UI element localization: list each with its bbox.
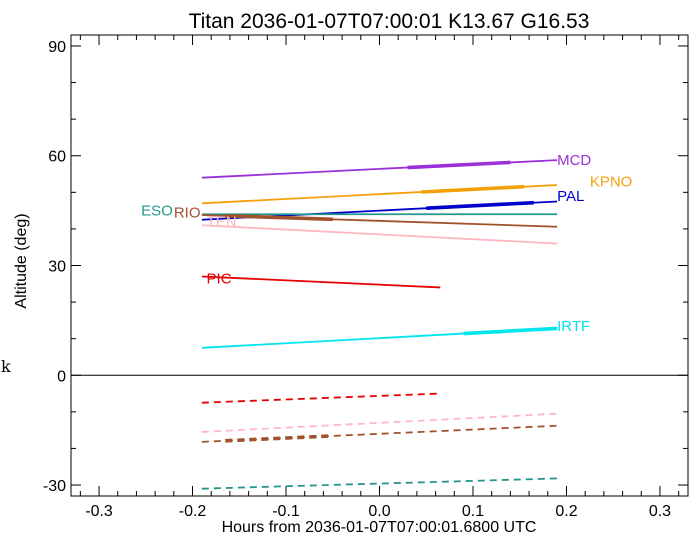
pic-line <box>201 275 441 289</box>
series-label-rio: RIO <box>174 204 201 221</box>
x-tick-label: -0.2 <box>179 503 207 520</box>
series-label-pic: PIC <box>207 270 232 287</box>
stray-text: k <box>1 357 11 376</box>
axis-ticks <box>71 35 688 496</box>
plot-frame <box>70 34 689 497</box>
ten-line <box>201 224 558 245</box>
y-tick-label: 0 <box>57 368 66 385</box>
series-label-pal: PAL <box>557 188 584 205</box>
x-tick-label: -0.3 <box>85 503 113 520</box>
y-tick-labels: -30 0 30 60 90 <box>43 39 66 495</box>
x-axis-label: Hours from 2036-01-07T07:00:01.6800 UTC <box>222 519 537 536</box>
y-tick-label: 60 <box>48 149 66 166</box>
x-tick-labels: -0.3 -0.2 -0.1 0.0 0.1 0.2 0.3 <box>85 503 671 520</box>
below-horizon-dashed-line <box>201 412 558 433</box>
series-label-irtf: IRTF <box>557 318 590 335</box>
series-label-mcd: MCD <box>557 152 591 169</box>
irtf-highlight <box>463 326 558 336</box>
chart-title: Titan 2036-01-07T07:00:01 K13.67 G16.53 <box>189 10 590 33</box>
x-tick-label: 0.0 <box>368 503 390 520</box>
y-tick-label: -30 <box>43 478 66 495</box>
y-tick-label: 30 <box>48 259 66 276</box>
series-label-kpno: KPNO <box>590 173 633 190</box>
x-tick-label: 0.3 <box>649 503 671 520</box>
x-tick-label: 0.2 <box>555 503 577 520</box>
series-label-ten: TEN <box>207 214 237 231</box>
below-horizon-dashed-highlight <box>225 434 333 443</box>
series-layer <box>201 159 558 490</box>
series-labels: MCD KPNO PAL ESO RIO TEN PIC IRTF <box>141 152 632 335</box>
pal-highlight <box>426 200 534 211</box>
x-tick-label: 0.1 <box>462 503 484 520</box>
plot-border <box>70 34 689 497</box>
below-horizon-dashed-line <box>201 392 441 404</box>
y-axis-label: Altitude (deg) <box>13 213 30 308</box>
kpno-highlight <box>421 184 525 194</box>
x-tick-label: -0.1 <box>272 503 300 520</box>
series-label-eso: ESO <box>141 203 173 220</box>
mcd-highlight <box>407 160 511 170</box>
rio-highlight <box>225 213 333 222</box>
y-tick-label: 90 <box>48 39 66 56</box>
